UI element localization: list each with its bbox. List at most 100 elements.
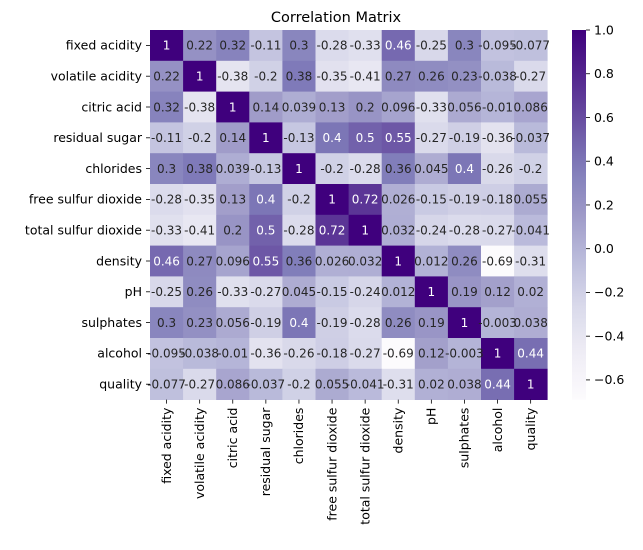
heatmap-cell-value: 0.5	[256, 224, 275, 238]
heatmap-cell-value: 0.55	[252, 254, 279, 268]
heatmap-cell-value: -0.01	[217, 347, 248, 361]
heatmap-cell-value: 0.3	[289, 39, 308, 53]
heatmap-cell-value: -0.27	[350, 347, 381, 361]
heatmap-cell-value: 1	[428, 285, 436, 299]
heatmap-cell	[514, 91, 548, 123]
heatmap-cell-value: -0.19	[317, 316, 348, 330]
heatmap-cell-value: -0.33	[350, 39, 381, 53]
heatmap-cell-value: 1	[461, 316, 469, 330]
heatmap-cell	[381, 214, 416, 246]
heatmap-cell	[414, 91, 449, 123]
x-tick-label: volatile acidity	[192, 407, 207, 499]
heatmap-cell	[348, 368, 383, 400]
heatmap-cell-value: -0.2	[320, 162, 343, 176]
heatmap-cell-value: 0.4	[455, 162, 474, 176]
heatmap-cell	[348, 91, 383, 123]
heatmap-cell-value: 0.086	[216, 378, 250, 392]
heatmap-cell-value: 0.12	[418, 347, 445, 361]
heatmap-cell	[183, 60, 217, 92]
heatmap-cell	[348, 214, 383, 246]
heatmap-cell	[447, 276, 482, 308]
heatmap-cell	[481, 214, 515, 246]
y-tick-label: quality	[99, 377, 142, 392]
heatmap-cell	[514, 245, 548, 277]
heatmap-cell-value: 0.22	[153, 70, 180, 84]
heatmap-cell	[447, 91, 482, 123]
heatmap-cell-value: 0.032	[381, 224, 415, 238]
heatmap-cell	[447, 30, 482, 62]
heatmap-cell-value: 0.086	[513, 100, 547, 114]
heatmap-cell	[414, 122, 449, 154]
heatmap-cell-value: 0.3	[157, 316, 176, 330]
heatmap-cell-value: 0.012	[381, 285, 415, 299]
heatmap-cell-value: 0.36	[385, 162, 412, 176]
heatmap-cell	[183, 122, 217, 154]
heatmap-cell-value: 0.38	[286, 70, 313, 84]
heatmap-cell	[183, 91, 217, 123]
heatmap-cell	[348, 30, 383, 62]
heatmap-cell	[414, 184, 449, 216]
heatmap-cell	[183, 153, 217, 185]
heatmap-cell-value: -0.003	[478, 316, 517, 330]
heatmap-cell	[315, 307, 349, 339]
y-tick-label: chlorides	[85, 161, 142, 176]
heatmap-cell-value: 0.039	[216, 162, 250, 176]
heatmap-cell-value: 0.27	[385, 70, 412, 84]
heatmap-cell-value: -0.01	[482, 100, 513, 114]
y-tick-label: pH	[125, 284, 142, 299]
heatmap-cell-value: 0.12	[484, 285, 511, 299]
heatmap-cell	[282, 245, 316, 277]
heatmap-cell-value: -0.28	[283, 224, 314, 238]
heatmap-cell	[414, 276, 449, 308]
heatmap-cell-value: -0.28	[151, 193, 182, 207]
heatmap-cell-value: -0.2	[287, 193, 310, 207]
heatmap-cell-value: -0.38	[217, 70, 248, 84]
heatmap-cell	[447, 153, 482, 185]
heatmap-cell-value: 0.13	[319, 100, 346, 114]
heatmap-cell	[447, 60, 482, 92]
heatmap-cell	[282, 368, 316, 400]
heatmap-cell-value: 0.13	[219, 193, 246, 207]
heatmap-cell	[348, 122, 383, 154]
heatmap-cell-value: 0.032	[348, 254, 382, 268]
heatmap-cell	[150, 307, 184, 339]
heatmap-cell-value: 0.19	[451, 285, 478, 299]
heatmap-cell	[249, 153, 283, 185]
heatmap-cell	[381, 30, 416, 62]
heatmap-cell-value: 0.44	[517, 347, 544, 361]
x-tick-label: free sulfur dioxide	[324, 407, 339, 520]
heatmap-cell-value: 0.045	[282, 285, 316, 299]
heatmap-cell-value: -0.037	[247, 378, 286, 392]
heatmap-cell-value: 1	[394, 254, 402, 268]
heatmap-cell	[282, 184, 316, 216]
y-tick-label: alcohol	[97, 346, 142, 361]
heatmap-cell-value: -0.11	[151, 131, 182, 145]
heatmap-cell	[348, 338, 383, 370]
heatmap-cell	[216, 338, 250, 370]
heatmap-cell	[414, 368, 449, 400]
heatmap-cell	[315, 338, 349, 370]
heatmap-cell-value: 1	[295, 162, 303, 176]
heatmap-cell	[282, 307, 316, 339]
heatmap-cell	[150, 214, 184, 246]
heatmap-cell-value: -0.41	[184, 224, 215, 238]
y-axis-ticks: fixed acidity volatile acidity citric acid…	[25, 38, 150, 392]
colorbar: −0.6 −0.4 −0.2 0.0 0.2 0.4 0.6 0.8 1.0	[572, 22, 624, 400]
heatmap-cell-value: -0.33	[217, 285, 248, 299]
heatmap-cell-value: -0.041	[346, 378, 385, 392]
heatmap-cell	[481, 60, 515, 92]
heatmap-cell-value: -0.27	[416, 131, 447, 145]
heatmap-cell-value: -0.36	[250, 347, 281, 361]
heatmap-cell	[348, 184, 383, 216]
heatmap-cell	[282, 276, 316, 308]
heatmap-cell	[315, 153, 349, 185]
x-tick-label: chlorides	[291, 408, 306, 465]
heatmap-cell-value: -0.077	[147, 378, 186, 392]
heatmap-cell-value: 0.038	[447, 378, 481, 392]
heatmap-cell-value: 0.55	[385, 131, 412, 145]
heatmap-cell-value: 0.026	[381, 193, 415, 207]
heatmap-cell	[381, 245, 416, 277]
heatmap-cell-value: -0.38	[184, 100, 215, 114]
heatmap-cell	[282, 338, 316, 370]
heatmap-cell	[481, 184, 515, 216]
